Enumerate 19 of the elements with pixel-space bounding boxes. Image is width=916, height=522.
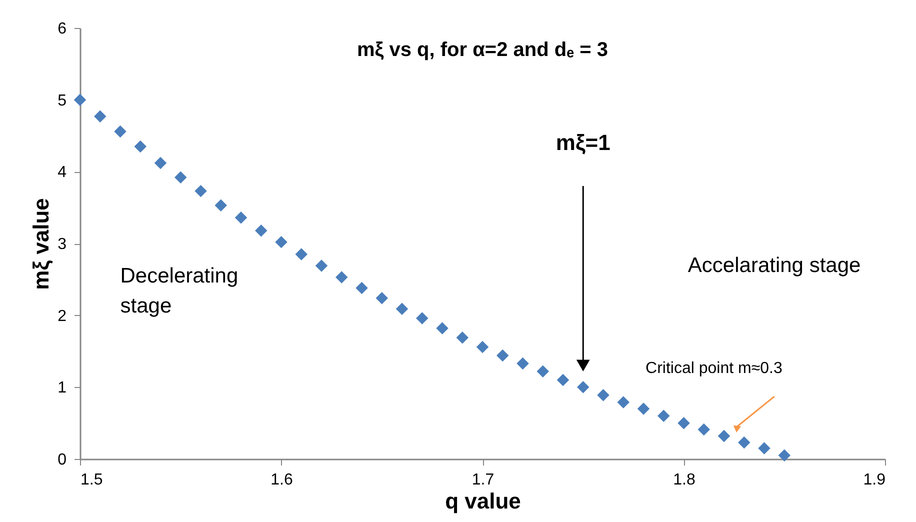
y-tick-label: 0: [58, 452, 67, 468]
x-tick-label: 1.6: [270, 472, 293, 488]
x-tick-label: 1.7: [472, 472, 494, 488]
x-axis-title: q value: [445, 488, 521, 514]
annotation: Accelarating stage: [688, 254, 861, 277]
annotation: Critical point m≈0.3: [646, 360, 782, 377]
y-tick-label: 6: [58, 20, 67, 38]
x-tick-label: 1.8: [673, 472, 696, 488]
text: mξ vs q, for α=2 and dₑ = 3: [356, 39, 608, 61]
y-axis-title: mξ value: [28, 198, 54, 290]
y-tick-label: 2: [58, 308, 67, 325]
x-tick-label: 1.5: [80, 472, 103, 488]
y-tick-label: 1: [58, 380, 67, 397]
y-tick-label: 4: [58, 164, 67, 182]
x-tick-label: 1.9: [863, 472, 886, 488]
y-tick-label: 3: [58, 236, 67, 253]
annotation: Decelerating stage: [120, 264, 238, 318]
annotation: mξ=1: [556, 130, 610, 155]
y-tick-label: 5: [58, 92, 67, 110]
